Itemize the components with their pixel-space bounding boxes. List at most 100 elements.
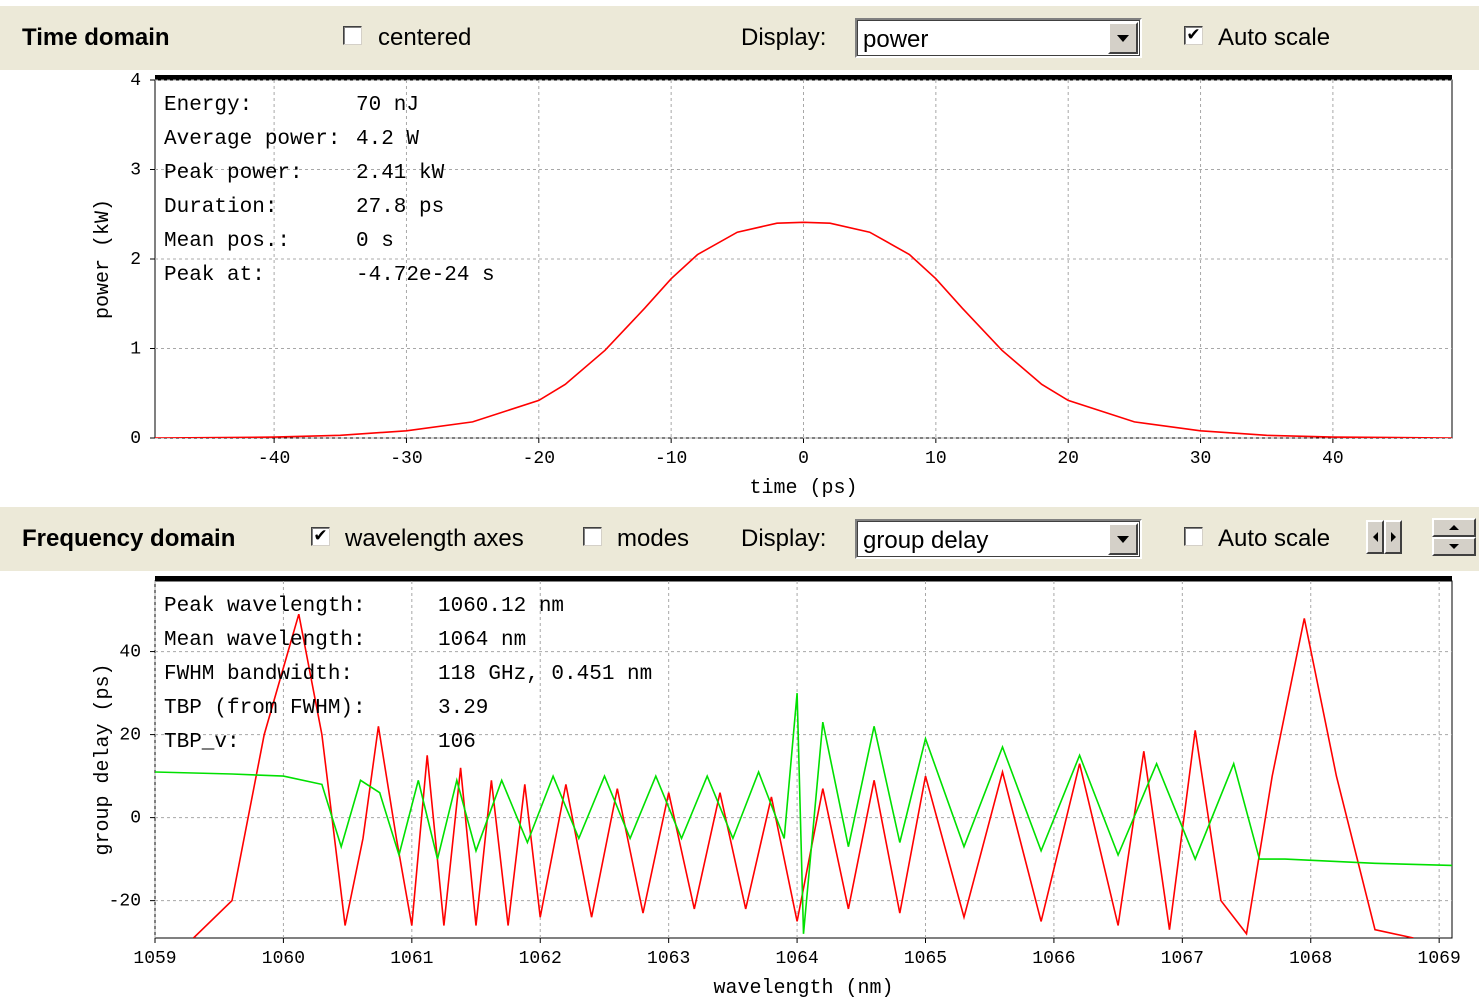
x-tick-label: 1062: [519, 949, 562, 969]
time-display-value: power: [863, 26, 929, 53]
y-tick-label: 0: [130, 429, 141, 449]
x-tick-label: -40: [258, 449, 290, 469]
info-value: 1064 nm: [438, 629, 526, 652]
x-tick-label: 0: [798, 449, 809, 469]
dropdown-arrow-button[interactable]: [1108, 22, 1138, 54]
y-tick-label: -20: [109, 892, 141, 912]
plot-area: [155, 613, 1452, 938]
info-label: Mean wavelength:: [164, 629, 366, 652]
series-line-1: [155, 693, 1452, 934]
info-label: Average power:: [164, 128, 340, 151]
y-tick-label: 40: [119, 643, 141, 663]
time-domain-title: Time domain: [22, 24, 170, 51]
x-tick-label: -30: [390, 449, 422, 469]
x-tick-label: 40: [1322, 449, 1344, 469]
x-tick-label: 1059: [133, 949, 176, 969]
modes-label[interactable]: modes: [617, 525, 690, 552]
info-label: Duration:: [164, 196, 277, 219]
scroll-up-button[interactable]: [1432, 518, 1476, 537]
x-tick-label: 1069: [1418, 949, 1461, 969]
time-autoscale-label[interactable]: Auto scale: [1218, 24, 1331, 51]
x-axis-label: wavelength (nm): [713, 977, 893, 999]
x-tick-label: 1061: [390, 949, 433, 969]
x-tick-label: 1066: [1032, 949, 1075, 969]
x-tick-label: 1068: [1289, 949, 1332, 969]
plot-top-bar: [155, 576, 1452, 581]
x-tick-label: 1067: [1161, 949, 1204, 969]
time-display-label: Display:: [741, 24, 827, 51]
x-tick-label: 1064: [775, 949, 818, 969]
triangle-left-icon: [1372, 532, 1378, 542]
frequency-domain-title: Frequency domain: [22, 525, 236, 552]
x-tick-label: -20: [523, 449, 555, 469]
y-tick-label: 20: [119, 726, 141, 746]
y-tick-label: 3: [130, 161, 141, 181]
info-label: Mean pos.:: [164, 230, 290, 253]
triangle-up-icon: [1449, 525, 1459, 530]
checkmark-icon: ✔: [313, 526, 328, 546]
x-tick-label: -10: [655, 449, 687, 469]
x-tick-label: 1065: [904, 949, 947, 969]
modes-checkbox[interactable]: [583, 527, 602, 546]
x-tick-label: 30: [1190, 449, 1212, 469]
series-line-0: [192, 613, 1414, 938]
info-value: 106: [438, 731, 476, 754]
scroll-right-button[interactable]: [1384, 520, 1402, 554]
triangle-down-icon: [1449, 544, 1459, 549]
y-tick-label: 0: [130, 809, 141, 829]
freq-autoscale-checkbox[interactable]: [1184, 527, 1203, 546]
freq-display-select[interactable]: group delay: [855, 519, 1142, 559]
scroll-left-button[interactable]: [1366, 520, 1384, 554]
info-value: -4.72e-24 s: [356, 264, 495, 287]
y-axis-label: group delay (ps): [92, 663, 115, 855]
info-label: Peak power:: [164, 162, 303, 185]
freq-display-label: Display:: [741, 525, 827, 552]
checkmark-icon: ✔: [1186, 25, 1201, 45]
time-display-select[interactable]: power: [855, 18, 1142, 58]
scroll-down-button[interactable]: [1432, 537, 1476, 556]
info-value: 3.29: [438, 697, 488, 720]
centered-checkbox[interactable]: [343, 26, 362, 45]
x-tick-label: 1063: [647, 949, 690, 969]
freq-display-value: group delay: [863, 527, 989, 554]
info-value: 0 s: [356, 230, 394, 253]
chevron-down-icon: [1117, 34, 1129, 42]
time-domain-plot[interactable]: -40 -30 -20 -10 0 10 20 30 40 0 1 2 3 4 time (ps) power…: [0, 70, 1479, 502]
info-label: Energy:: [164, 94, 252, 117]
info-value: 70 nJ: [356, 94, 419, 117]
arrow-up-down-icon[interactable]: [1432, 518, 1476, 556]
frequency-domain-plot[interactable]: 1059 1060 1061 1062 1063 1064 1065 1066 1067 1068…: [0, 571, 1479, 999]
info-value: 2.41 kW: [356, 162, 445, 185]
plot-frame: [154, 580, 1453, 939]
info-label: Peak wavelength:: [164, 595, 366, 618]
plot-top-bar: [155, 75, 1452, 80]
dropdown-arrow-button[interactable]: [1108, 523, 1138, 555]
y-axis-label: power (kW): [92, 199, 115, 319]
centered-label[interactable]: centered: [378, 24, 472, 51]
x-tick-label: 20: [1057, 449, 1079, 469]
chevron-down-icon: [1117, 535, 1129, 543]
info-value: 4.2 W: [356, 128, 419, 151]
x-tick-label: 1060: [262, 949, 305, 969]
freq-autoscale-label[interactable]: Auto scale: [1218, 525, 1331, 552]
info-label: TBP_v:: [164, 731, 240, 754]
triangle-right-icon: [1390, 532, 1396, 542]
wavelength-axes-label[interactable]: wavelength axes: [345, 525, 524, 552]
info-label: FWHM bandwidth:: [164, 663, 353, 686]
y-tick-label: 4: [130, 71, 141, 91]
x-tick-label: 10: [925, 449, 947, 469]
time-domain-toolbar: Time domain centered Display: power ✔ Au…: [0, 6, 1479, 70]
plot-area: [155, 221, 1452, 438]
info-label: TBP (from FWHM):: [164, 697, 366, 720]
frequency-domain-toolbar: Frequency domain ✔ wavelength axes modes…: [0, 507, 1479, 571]
series-line-0: [155, 221, 1452, 438]
info-value: 1060.12 nm: [438, 595, 564, 618]
arrow-left-right-icon[interactable]: [1366, 520, 1402, 554]
info-value: 27.8 ps: [356, 196, 444, 219]
info-value: 118 GHz, 0.451 nm: [438, 663, 652, 686]
time-autoscale-checkbox[interactable]: ✔: [1184, 26, 1203, 45]
x-axis-label: time (ps): [749, 477, 857, 500]
info-label: Peak at:: [164, 264, 265, 287]
wavelength-axes-checkbox[interactable]: ✔: [311, 527, 330, 546]
y-tick-label: 2: [130, 250, 141, 270]
